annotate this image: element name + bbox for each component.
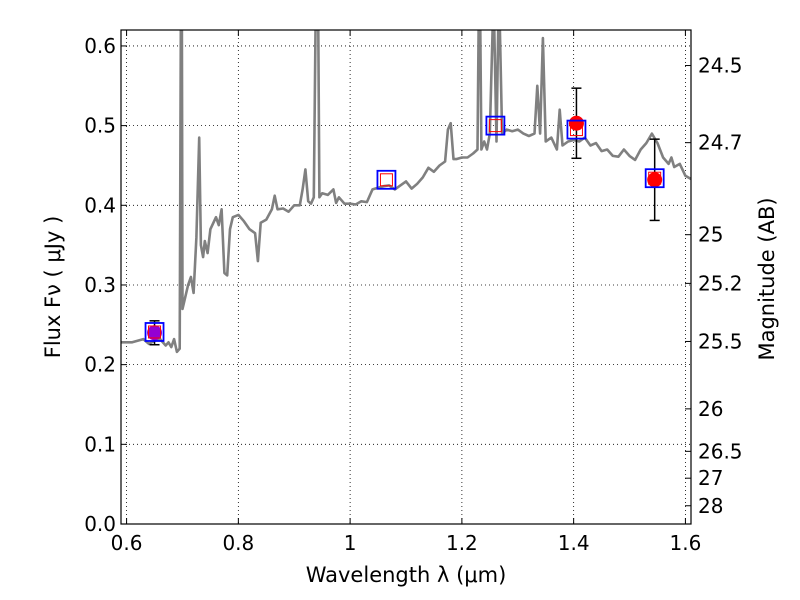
plot-frame: [120, 29, 692, 525]
y-tick-label: 0.5: [84, 114, 116, 138]
grid-lines: [121, 30, 691, 525]
model-point: [566, 119, 587, 140]
model-point: [644, 168, 665, 189]
y-axis-label: Flux Fν ( μJy ): [41, 216, 65, 359]
model-point-inner: [148, 325, 162, 339]
model-point: [376, 169, 397, 190]
y-tick-label: 0.6: [84, 34, 116, 58]
y-tick-label: 0.3: [84, 273, 116, 297]
x-tick-label: 1.6: [670, 531, 702, 555]
model-point: [485, 115, 506, 136]
right-y-tick-label: 28: [698, 494, 723, 518]
model-point-inner: [648, 171, 662, 185]
x-axis-label: Wavelength λ (μm): [306, 563, 507, 587]
right-y-tick-label: 24.7: [698, 131, 743, 155]
observed-point: [647, 172, 663, 188]
right-y-tick-label: 26.5: [698, 439, 743, 463]
right-y-tick-label: 25.5: [698, 329, 743, 353]
model-point: [144, 322, 165, 342]
error-bars: [149, 87, 660, 346]
y-tick-label: 0.4: [84, 193, 116, 217]
model-spectrum-line: [121, 30, 691, 354]
right-y-tick-label: 25: [698, 223, 723, 247]
model-point-inner: [379, 173, 393, 187]
right-y-tick-label: 27: [698, 466, 723, 490]
observed-point: [147, 325, 163, 341]
axis-ticks: [121, 30, 691, 525]
x-tick-label: 1.2: [446, 531, 478, 555]
model-point-inner: [488, 119, 502, 133]
right-y-tick-label: 25.2: [698, 271, 743, 295]
y-tick-label: 0.2: [84, 353, 116, 377]
y-tick-label: 0.0: [84, 512, 116, 536]
model-point-inner: [569, 123, 583, 137]
right-y-axis-label: Magnitude (AB): [755, 197, 779, 360]
x-tick-label: 1.4: [558, 531, 590, 555]
x-tick-label: 0.8: [222, 531, 254, 555]
right-y-tick-label: 26: [698, 397, 723, 421]
model-spectrum: [121, 30, 691, 354]
x-tick-label: 0.6: [111, 531, 143, 555]
y-tick-label: 0.1: [84, 432, 116, 456]
observed-photometry-points: [147, 115, 663, 341]
right-y-tick-label: 24.5: [698, 54, 743, 78]
model-photometry-points: [144, 115, 665, 342]
tick-labels: 0.6 0.8 1 1.2 1.4 1.6 0.0 0.1 0.2 0.3 0.4 0.5 0.6 24.…: [84, 34, 742, 555]
x-tick-label: 1: [344, 531, 357, 555]
